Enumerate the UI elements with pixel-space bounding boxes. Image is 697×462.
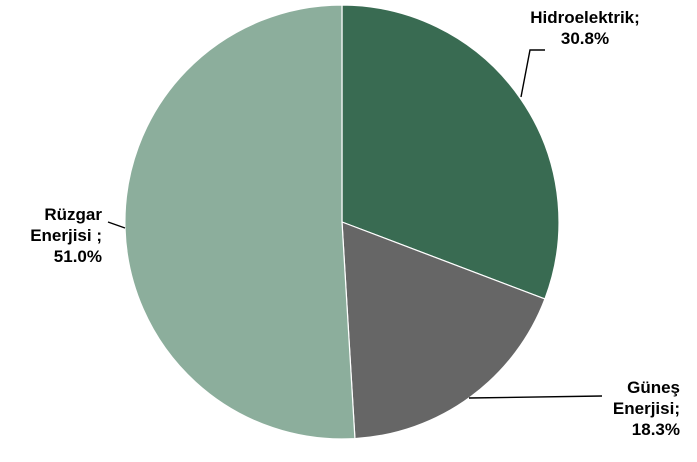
data-label-ruzgar-enerjisi: Rüzgar Enerjisi ; 51.0%: [30, 205, 102, 266]
data-label-line: Rüzgar: [44, 205, 102, 224]
pie-slice-gunes-enerjisi: [341, 221, 546, 440]
data-label-line: 51.0%: [54, 247, 102, 266]
pie-slice-hidroelektrik: [341, 4, 560, 300]
leader-line-ruzgar-enerjisi: [107, 221, 126, 229]
leader-line-hidroelektrik: [520, 49, 545, 98]
data-label-hidroelektrik: Hidroelektrik; 30.8%: [530, 8, 640, 48]
slices-layer: [124, 4, 560, 440]
data-label-line: 18.3%: [632, 420, 680, 439]
data-label-line: Hidroelektrik;: [530, 8, 640, 27]
leader-lines-layer: [107, 49, 603, 399]
pie-slice-ruzgar-enerjisi: [124, 4, 356, 440]
data-label-line: Güneş: [627, 378, 680, 397]
data-labels-layer: Hidroelektrik; 30.8% Güneş Enerjisi; 18.3% Rü…: [30, 8, 680, 439]
data-label-gunes-enerjisi: Güneş Enerjisi; 18.3%: [613, 378, 680, 439]
leader-line-gunes-enerjisi: [468, 395, 603, 399]
data-label-line: Enerjisi;: [613, 399, 680, 418]
data-label-line: Enerjisi ;: [30, 226, 102, 245]
data-label-line: 30.8%: [561, 29, 609, 48]
